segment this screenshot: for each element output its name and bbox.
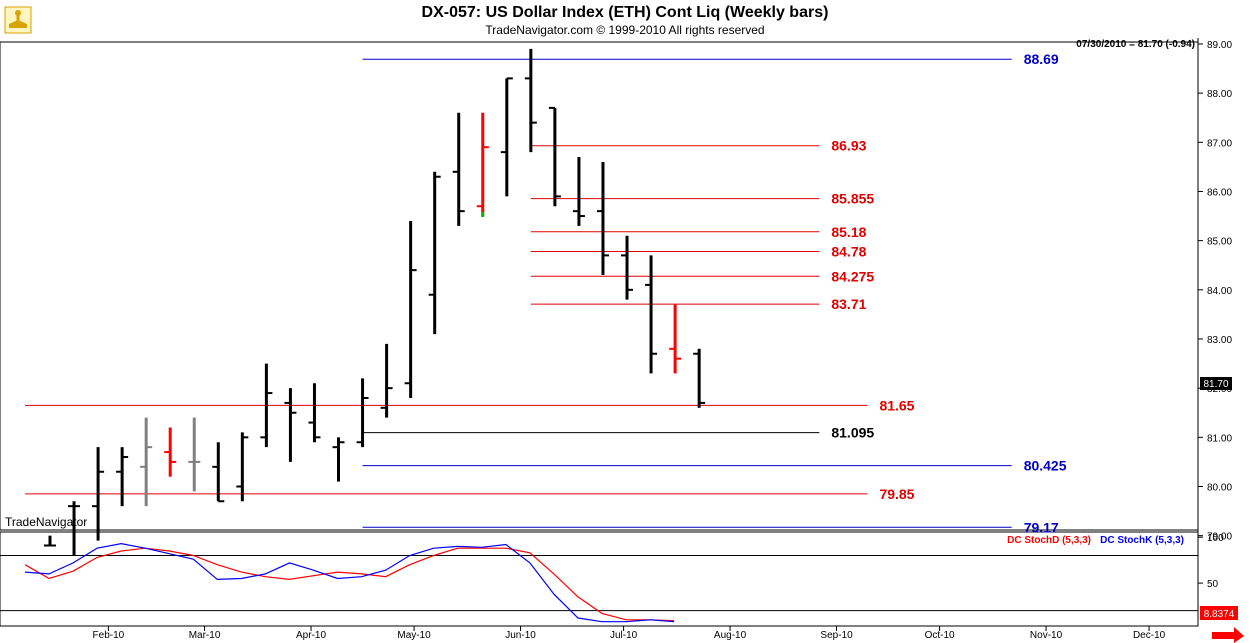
- ohlc-bar: [308, 383, 321, 443]
- trade-navigator-logo-icon: [4, 6, 32, 34]
- ohlc-bar: [92, 447, 105, 541]
- level-label: 83.71: [831, 296, 866, 312]
- y-tick-label: 85.00: [1207, 237, 1232, 248]
- level-label: 85.855: [831, 191, 874, 207]
- stoch-series: [24, 542, 675, 623]
- last-price-marker: 81.70: [1200, 377, 1232, 390]
- ohlc-bar: [404, 220, 417, 398]
- month-label: Aug-10: [714, 630, 747, 641]
- month-label: May-10: [397, 630, 431, 641]
- ohlc-bar: [428, 171, 441, 335]
- ohlc-bar: [524, 48, 537, 153]
- legend-stoch-d: DC StochD (5,3,3): [1007, 535, 1091, 546]
- ohlc-bar: [572, 157, 585, 226]
- ohlc-bar: [44, 535, 56, 547]
- last-price-label: 81.70: [1203, 379, 1228, 390]
- ohlc-bar: [596, 161, 609, 276]
- price-panel-frame: [0, 41, 1199, 531]
- watermark: TradeNavigator: [5, 515, 87, 529]
- y-tick-label: 88.00: [1207, 89, 1232, 100]
- month-label: Jun-10: [505, 630, 536, 641]
- level-label: 88.69: [1024, 51, 1059, 67]
- stoch-last-value: 8.8374: [1204, 609, 1235, 620]
- level-label: 80.425: [1024, 458, 1067, 474]
- chart-copyright: TradeNavigator.com © 1999-2010 All right…: [485, 23, 764, 37]
- ohlc-bar: [500, 77, 513, 197]
- scroll-right-arrow-icon[interactable]: [1212, 627, 1244, 643]
- level-label: 81.65: [879, 397, 914, 413]
- y-tick-label: 79.00: [1207, 532, 1232, 543]
- stoch-axis: 50 100: [1198, 533, 1224, 590]
- stoch-last-marker: 8.8374: [1200, 606, 1238, 620]
- ohlc-bar: [356, 378, 369, 448]
- ohlc-bar: [260, 363, 273, 448]
- y-tick-label: 84.00: [1207, 286, 1232, 297]
- price-axis: 79.0080.0081.0082.0083.0084.0085.0086.00…: [1198, 40, 1232, 543]
- indicator-panel-frame: [0, 531, 1199, 627]
- ohlc-bar: [236, 432, 249, 502]
- level-label: 79.85: [879, 486, 914, 502]
- y-tick-label: 81.00: [1207, 433, 1232, 444]
- month-label: Apr-10: [296, 630, 326, 641]
- ohlc-bar: [693, 348, 706, 408]
- level-label: 85.18: [831, 224, 866, 240]
- support-resistance-levels: 88.69 86.93 85.855 85.18 84.78 84.275 83.71 81.…: [25, 51, 1067, 535]
- legend-stoch-k: DC StochK (5,3,3): [1100, 535, 1184, 546]
- ohlc-bar: [332, 437, 345, 482]
- ohlc-bar: [68, 501, 81, 556]
- ohlc-bar: [284, 388, 297, 462]
- stoch-line: [24, 542, 675, 623]
- ohlc-bar: [452, 112, 465, 226]
- month-label: Sep-10: [820, 630, 853, 641]
- time-axis: Feb-10 Mar-10 Apr-10 May-10 Jun-10 Jul-10 Aug-…: [93, 626, 1166, 641]
- ohlc-bar: [645, 255, 658, 374]
- stoch-line: [24, 547, 675, 622]
- y-tick-label: 80.00: [1207, 482, 1232, 493]
- stoch-guide-lines: [0, 555, 1198, 612]
- ohlc-bar: [140, 417, 153, 507]
- month-label: Jul-10: [610, 630, 638, 641]
- level-label: 84.275: [831, 268, 874, 284]
- ohlc-bar: [380, 343, 393, 418]
- ohlc-bar: [669, 304, 682, 374]
- ohlc-bar: [116, 447, 129, 507]
- chart-title: DX-057: US Dollar Index (ETH) Cont Liq (…: [422, 4, 829, 21]
- ohlc-bar: [212, 442, 225, 503]
- month-label: Oct-10: [925, 630, 955, 641]
- stoch-tick-label: 100: [1207, 533, 1224, 544]
- ohlc-bar: [164, 427, 177, 477]
- level-label: 86.93: [831, 138, 866, 154]
- level-label: 81.095: [831, 425, 874, 441]
- month-label: Feb-10: [93, 630, 125, 641]
- stoch-tick-label: 50: [1207, 579, 1219, 590]
- y-tick-label: 87.00: [1207, 138, 1232, 149]
- month-label: Nov-10: [1030, 630, 1063, 641]
- y-tick-label: 83.00: [1207, 335, 1232, 346]
- price-bars: [44, 48, 706, 556]
- y-tick-label: 89.00: [1207, 40, 1232, 51]
- month-label: Mar-10: [189, 630, 221, 641]
- ohlc-bar: [188, 417, 201, 492]
- ohlc-bar: [548, 106, 561, 207]
- ohlc-bar: [476, 112, 489, 217]
- level-label: 79.17: [1024, 519, 1059, 535]
- month-label: Dec-10: [1133, 630, 1166, 641]
- level-label: 84.78: [831, 243, 866, 259]
- ohlc-bar: [621, 235, 634, 300]
- y-tick-label: 86.00: [1207, 187, 1232, 198]
- last-quote-label: 07/30/2010 = 81.70 (-0.94): [1076, 39, 1195, 50]
